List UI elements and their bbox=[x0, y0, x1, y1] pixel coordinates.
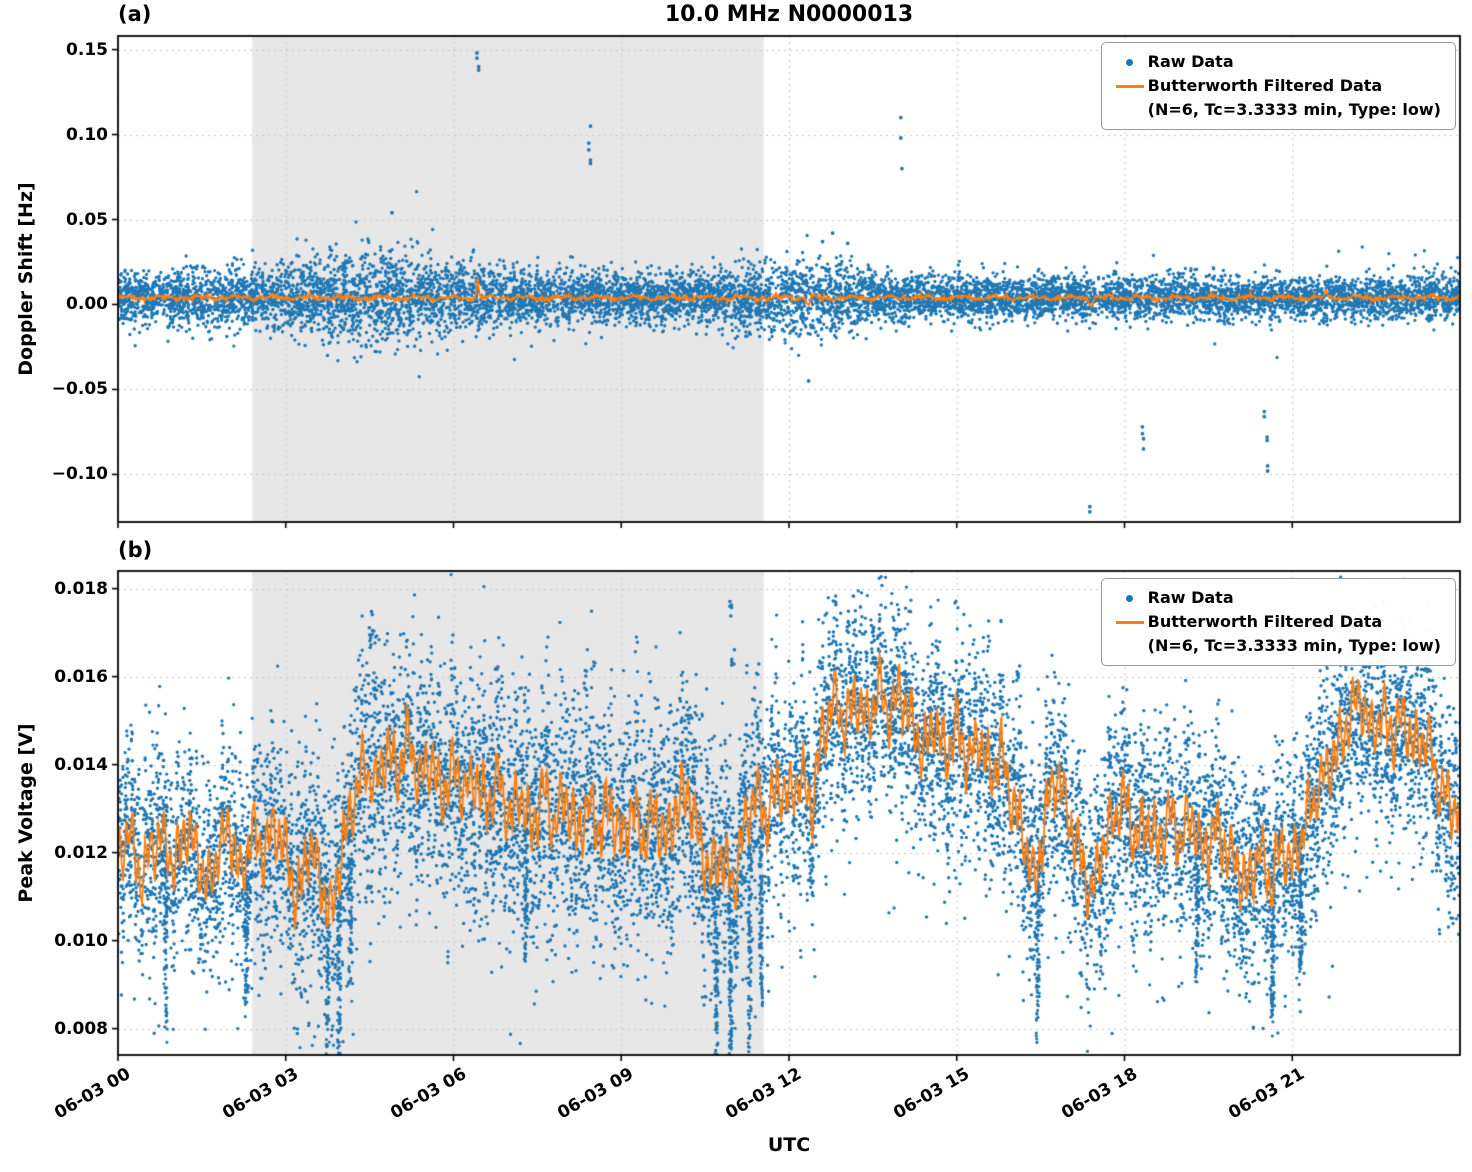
raw-data-dot-icon bbox=[1112, 58, 1148, 66]
legend-filtered-params: (N=6, Tc=3.3333 min, Type: low) bbox=[1147, 100, 1441, 119]
y-tick-label: 0.15 bbox=[66, 39, 108, 60]
legend-item-filtered: Butterworth Filtered Data bbox=[1112, 610, 1441, 634]
figure-title: 10.0 MHz N0000013 bbox=[664, 2, 914, 27]
panel-b-label: (b) bbox=[118, 538, 153, 562]
y-tick-label: 0.010 bbox=[54, 930, 108, 951]
y-tick-label: 0.00 bbox=[66, 294, 108, 315]
filtered-line-icon bbox=[1112, 84, 1148, 88]
panel-a-label: (a) bbox=[118, 2, 152, 26]
x-axis-label: UTC bbox=[767, 1134, 811, 1156]
legend-item-raw: Raw Data bbox=[1112, 50, 1441, 74]
y-axis-label-voltage: Peak Voltage [V] bbox=[15, 723, 37, 903]
legend-raw-label: Raw Data bbox=[1147, 52, 1234, 71]
y-tick-label: −0.10 bbox=[51, 464, 108, 485]
legend-panel-a: Raw Data Butterworth Filtered Data (N=6,… bbox=[1100, 42, 1456, 130]
legend-item-filtered-params: (N=6, Tc=3.3333 min, Type: low) bbox=[1112, 634, 1441, 658]
legend-item-raw: Raw Data bbox=[1112, 586, 1441, 610]
y-tick-label: 0.05 bbox=[66, 209, 108, 230]
legend-filtered-label: Butterworth Filtered Data bbox=[1147, 612, 1383, 631]
y-tick-label: 0.018 bbox=[54, 578, 108, 599]
legend-filtered-label: Butterworth Filtered Data bbox=[1147, 76, 1383, 95]
y-tick-label: −0.05 bbox=[51, 379, 108, 400]
y-tick-label: 0.014 bbox=[54, 754, 108, 775]
legend-panel-b: Raw Data Butterworth Filtered Data (N=6,… bbox=[1100, 578, 1456, 666]
y-tick-label: 0.10 bbox=[66, 124, 108, 145]
legend-filtered-params: (N=6, Tc=3.3333 min, Type: low) bbox=[1147, 636, 1441, 655]
raw-data-dot-icon bbox=[1112, 594, 1148, 602]
y-tick-label: 0.016 bbox=[54, 666, 108, 687]
filtered-line-icon bbox=[1112, 620, 1148, 624]
y-tick-label: 0.008 bbox=[54, 1018, 108, 1039]
y-tick-label: 0.012 bbox=[54, 842, 108, 863]
legend-item-filtered: Butterworth Filtered Data bbox=[1112, 74, 1441, 98]
legend-raw-label: Raw Data bbox=[1147, 588, 1234, 607]
legend-item-filtered-params: (N=6, Tc=3.3333 min, Type: low) bbox=[1112, 98, 1441, 122]
